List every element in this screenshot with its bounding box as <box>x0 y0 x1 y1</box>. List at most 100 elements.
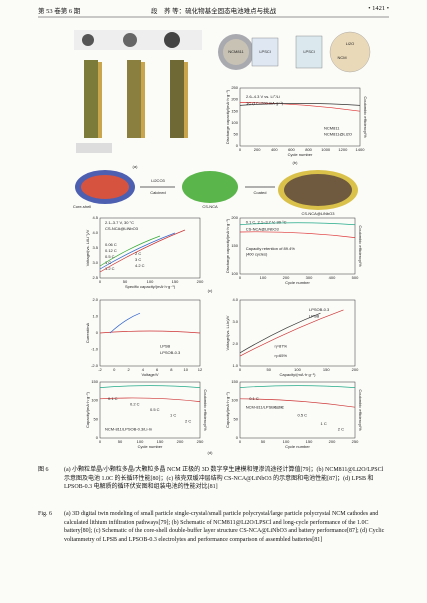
plot-annotation: 0.1 C <box>108 396 118 401</box>
caption-label: 图 6 <box>38 467 49 473</box>
plot-annotation: CS-NCA@LiNbO3 <box>105 226 139 231</box>
y-tick-label: 100 <box>231 271 238 276</box>
y2-axis-label: Coulombic efficiency/% <box>358 225 363 267</box>
x-tick-label: 100 <box>294 367 301 372</box>
x-tick-label: 100 <box>137 439 144 444</box>
x-tick-label: 0 <box>99 279 102 284</box>
panel-label: (a) <box>133 164 139 169</box>
schematic-label: Core-shell <box>73 204 91 209</box>
caption-text: (a) 小颗粒单晶/小颗粒多晶/大颗粒多晶 NCM 正极的 3D 数字孪生建模和… <box>64 467 384 491</box>
x-tick-label: 0 <box>239 367 242 372</box>
x-tick-label: 600 <box>288 147 295 152</box>
plot-annotation: Capacity retention of 89.4% <box>246 246 296 251</box>
x-tick-label: 10 <box>183 367 188 372</box>
y-axis-label: Discharge capacity/(mA·h·g⁻¹) <box>225 218 230 273</box>
y-tick-label: 250 <box>231 85 238 90</box>
caption-en: Fig. 6 (a) 3D digital twin modeling of sm… <box>38 510 390 544</box>
panel-label: (b) <box>293 160 299 165</box>
y-tick-label: 1.0 <box>92 314 98 319</box>
y-tick-label: -1.0 <box>91 347 99 352</box>
x-tick-label: 400 <box>271 147 278 152</box>
x-tick-label: 2 <box>127 367 130 372</box>
plot-annotation: 0.2 C <box>130 401 140 406</box>
x-axis-label: Cycle number <box>288 152 313 157</box>
schematic-label: Li2CO3 <box>151 178 165 183</box>
plot-annotation: LPSB <box>309 314 320 319</box>
x-tick-label: 200 <box>352 367 359 372</box>
plot-annotation: LPSOB-0.3 <box>309 307 330 312</box>
curve <box>239 102 361 112</box>
curve <box>99 235 161 267</box>
x-axis-label: Cycle number <box>138 444 163 449</box>
plot-annotation: 1 C <box>170 413 176 418</box>
y-tick-label: 0 <box>236 435 239 440</box>
y-tick-label: 4.0 <box>92 230 98 235</box>
x-tick-label: 1000 <box>321 147 331 152</box>
plot-annotation: 1 C <box>321 421 327 426</box>
plot-annotation: NCM811@Li2O <box>324 131 352 136</box>
caption-text: (a) 3D digital twin modeling of small pa… <box>64 511 385 543</box>
y-tick-label: 150 <box>231 379 238 384</box>
y-tick-label: 2.5 <box>92 275 98 280</box>
plot-annotation: CS-NCA@LiNbO3 <box>246 226 280 231</box>
plot-annotation: 2.6–4.3 V vs. Li⁺/Li <box>246 94 280 99</box>
y-tick-label: 200 <box>231 215 238 220</box>
plot-frame <box>99 381 201 439</box>
x-tick-label: 100 <box>260 275 267 280</box>
x-tick-label: 100 <box>147 279 154 284</box>
x-tick-label: 0 <box>113 367 116 372</box>
x-tick-label: 150 <box>172 279 179 284</box>
page-number: • 1421 • <box>368 5 389 12</box>
plot-annotation: 0.2 C <box>275 404 285 409</box>
plot-annotation: LPSB <box>160 343 171 348</box>
x-tick-label: 250 <box>352 439 359 444</box>
plot-annotation: LPSOB-0.3 <box>160 350 181 355</box>
plot-frame <box>239 299 356 367</box>
x-tick-label: 6 <box>156 367 159 372</box>
plot-annotation: 1.2 C <box>105 266 115 271</box>
y-tick-label: 100 <box>231 398 238 403</box>
plot-annotation: NCM-811/LPSB/Li-In <box>246 404 283 409</box>
y-tick-label: 3.0 <box>92 260 98 265</box>
plot-annotation: 0.12 C <box>105 248 117 253</box>
y-axis-label: Voltage/(vs. Li-In)/V <box>225 315 230 350</box>
x-tick-label: 0 <box>239 147 242 152</box>
schematic-label: Li2O <box>346 41 354 46</box>
curve <box>99 385 201 388</box>
x-tick-label: 0 <box>239 439 242 444</box>
x-tick-label: 150 <box>323 367 330 372</box>
curve <box>239 103 361 106</box>
plot-annotation: 2 C <box>135 251 141 256</box>
x-tick-label: 200 <box>329 439 336 444</box>
x-tick-label: 300 <box>306 275 313 280</box>
plot-frame <box>239 381 356 439</box>
plot-annotation: 0.5 C <box>150 407 160 412</box>
curve <box>239 398 356 408</box>
x-tick-label: 12 <box>198 367 203 372</box>
y-tick-label: 3.0 <box>232 319 238 324</box>
y-axis-label: Capacity/(mA·h·g⁻¹) <box>85 391 90 428</box>
y-tick-label: 50 <box>234 131 239 136</box>
y-tick-label: 0 <box>96 330 99 335</box>
plot-annotation: 4.2 C <box>135 263 145 268</box>
x-axis-label: Cycle number <box>285 444 310 449</box>
y-tick-label: 50 <box>234 416 239 421</box>
curve <box>239 231 356 238</box>
y-tick-label: 150 <box>91 379 98 384</box>
y-tick-label: 3.5 <box>92 245 98 250</box>
schematic-label: NCM <box>337 55 346 60</box>
x-tick-label: 200 <box>283 275 290 280</box>
plot-frame <box>239 217 356 275</box>
caption-label: Fig. 6 <box>38 511 53 517</box>
plot-annotation: 0.1 C, 2.1–3.7 V, 30 °C <box>246 220 287 225</box>
plot-annotation: 0.06 C <box>105 242 117 247</box>
x-tick-label: 800 <box>305 147 312 152</box>
curve <box>239 385 356 388</box>
curve <box>239 222 356 226</box>
curve <box>99 232 176 270</box>
caption-zh: 图 6 (a) 小颗粒单晶/小颗粒多晶/大颗粒多晶 NCM 正极的 3D 数字孪生… <box>38 466 390 492</box>
y-axis-label: Capacity/(mA·h·g⁻¹) <box>225 391 230 428</box>
schematic-label: CS-NCA <box>202 204 218 209</box>
plot-annotation: 2.1–3.7 V, 30 °C <box>105 220 134 225</box>
